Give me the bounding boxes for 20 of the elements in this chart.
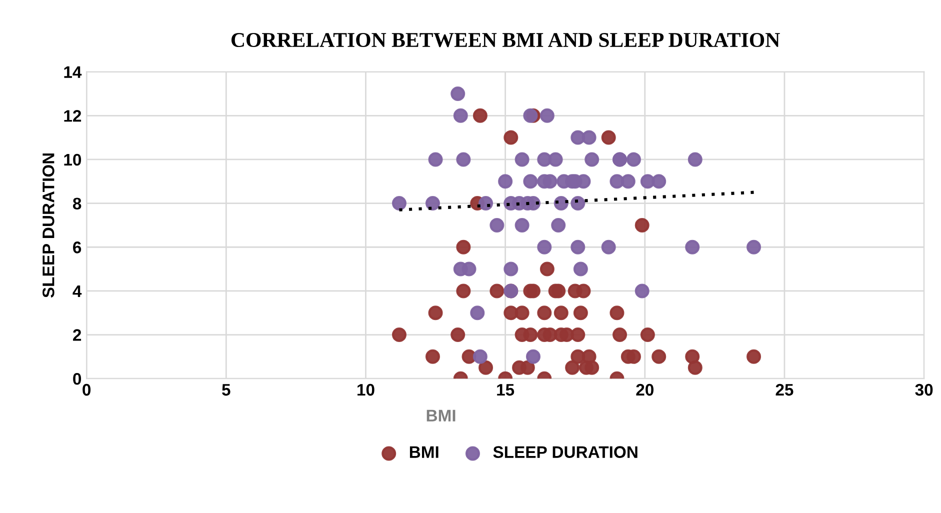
y-axis-title: SLEEP DURATION [42, 153, 54, 298]
chart-title: CORRELATION BETWEEN BMI AND SLEEP DURATION [231, 33, 780, 48]
y-tick-label: 2 [73, 329, 82, 341]
legend-label: BMI [410, 446, 438, 458]
x-tick-label: 20 [636, 384, 654, 396]
x-tick-label: 0 [82, 384, 91, 396]
x-axis-title: BMI [426, 410, 456, 422]
x-tick-label: 5 [222, 384, 230, 396]
y-tick-label: 0 [73, 372, 82, 385]
y-tick-label: 14 [64, 66, 82, 78]
y-tick-label: 12 [64, 110, 82, 122]
y-tick-label: 10 [64, 154, 82, 166]
y-tick-label: 8 [72, 198, 82, 210]
x-tick-label: 30 [915, 384, 933, 396]
x-tick-label: 15 [497, 384, 514, 396]
y-tick-label: 4 [72, 286, 82, 297]
legend-label: SLEEP DURATION [493, 446, 638, 458]
x-tick-label: 25 [776, 384, 794, 396]
y-tick-label: 6 [73, 242, 82, 254]
x-tick-label: 10 [358, 384, 374, 396]
